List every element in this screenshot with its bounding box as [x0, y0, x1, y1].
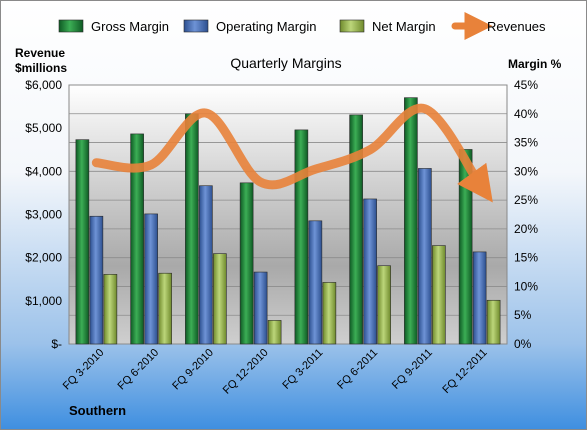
left-tick-label: $1,000: [25, 294, 62, 308]
right-tick-label: 35%: [514, 136, 538, 150]
revenue-line-layer: [91, 103, 493, 203]
left-tick-label: $5,000: [25, 121, 62, 135]
right-tick-label: 0%: [514, 337, 532, 351]
legend-swatch: [58, 19, 84, 33]
bar-gross-margin: [349, 114, 363, 345]
bar-gross-margin: [458, 149, 473, 345]
right-tick-label: 40%: [514, 107, 538, 121]
x-axis: FQ 3-2010 FQ 6-2010 FQ 9-2010 FQ 12-2010 FQ …: [61, 347, 490, 397]
right-tick-label: 45%: [514, 78, 538, 92]
x-tick-label: FQ 3-2011: [280, 347, 325, 392]
bar-gross-margin: [404, 97, 418, 345]
left-tick-label: $-: [51, 337, 62, 351]
right-tick-label: 20%: [514, 222, 538, 236]
right-tick-label: 10%: [514, 279, 538, 293]
x-tick-label: FQ 6-2010: [116, 347, 162, 393]
legend-label: Gross Margin: [91, 19, 169, 34]
left-axis-title: Revenue $millions: [15, 46, 67, 75]
bar-operating-margin: [144, 213, 158, 345]
x-tick-label: FQ 3-2010: [61, 347, 107, 393]
left-tick-label: $3,000: [25, 208, 62, 222]
bar-gross-margin: [75, 139, 90, 345]
bar-operating-margin: [199, 185, 213, 345]
x-tick-label: FQ 12-2010: [221, 347, 271, 397]
bar-net-margin: [377, 265, 391, 345]
legend-swatch: [339, 19, 365, 33]
legend-label: Operating Margin: [216, 19, 316, 34]
bar-operating-margin: [363, 198, 377, 345]
right-tick-label: 30%: [514, 164, 538, 178]
bar-net-margin: [486, 299, 501, 345]
chart-title: Quarterly Margins: [230, 55, 341, 71]
right-tick-label: 15%: [514, 251, 538, 265]
bar-gross-margin: [130, 133, 144, 345]
right-tick-label: 25%: [514, 193, 538, 207]
legend-label: Revenues: [487, 19, 546, 34]
bar-operating-margin: [472, 251, 487, 345]
legend: Gross Margin Operating Margin Net Margin Re…: [58, 12, 546, 40]
left-axis: $- $1,000 $2,000 $3,000 $4,000 $5,000 $6,000: [25, 78, 62, 351]
bar-gross-margin: [185, 113, 199, 345]
x-tick-label: FQ 9-2011: [390, 347, 435, 392]
bar-operating-margin: [418, 168, 432, 345]
bar-net-margin: [267, 320, 282, 345]
legend-label: Net Margin: [372, 19, 436, 34]
revenue-line: [91, 103, 493, 203]
bar-net-margin: [158, 272, 172, 345]
legend-swatch: [183, 19, 209, 33]
bar-operating-margin: [89, 215, 104, 345]
left-tick-label: $4,000: [25, 164, 62, 178]
bar-net-margin: [322, 282, 337, 345]
left-tick-label: $6,000: [25, 78, 62, 92]
bar-gross-margin: [294, 129, 309, 345]
footer-label: Southern: [69, 403, 126, 418]
bar-net-margin: [103, 274, 118, 345]
bar-gross-margin: [239, 182, 254, 345]
bar-net-margin: [213, 253, 227, 345]
x-tick-label: FQ 9-2010: [170, 347, 216, 393]
right-tick-label: 5%: [514, 308, 532, 322]
bar-operating-margin: [308, 220, 323, 345]
right-axis: 0% 5% 10% 15% 20% 25% 30% 35% 40% 45%: [514, 78, 538, 351]
bar-net-margin: [432, 245, 446, 345]
x-tick-label: FQ 12-2011: [440, 347, 489, 396]
right-axis-title: Margin %: [508, 57, 562, 71]
left-tick-label: $2,000: [25, 251, 62, 265]
bar-operating-margin: [253, 271, 268, 345]
x-tick-label: FQ 6-2011: [335, 347, 380, 392]
